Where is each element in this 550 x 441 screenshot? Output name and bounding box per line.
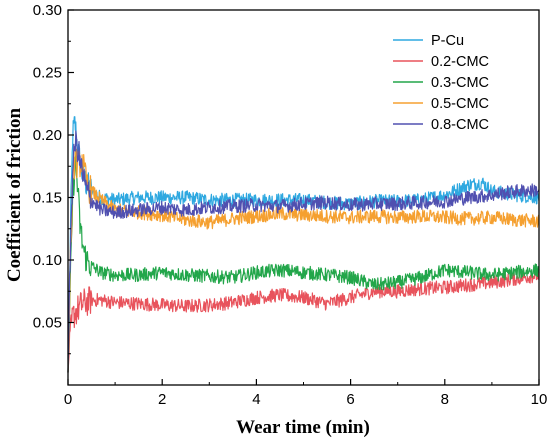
y-tick-label: 0.25 — [33, 65, 62, 82]
x-tick-label: 0 — [64, 391, 72, 408]
y-tick-label: 0.10 — [33, 252, 62, 269]
plot-area — [67, 116, 540, 373]
x-tick-label: 2 — [158, 391, 166, 408]
legend-label: P-Cu — [431, 33, 464, 49]
legend: P-Cu 0.2-CMC 0.3-CMC 0.5-CMC 0.8-CMC — [393, 33, 489, 133]
series-line-P-Cu — [67, 116, 540, 373]
legend-label: 0.8-CMC — [431, 117, 489, 133]
x-tick-label: 4 — [252, 391, 260, 408]
legend-label: 0.3-CMC — [431, 75, 489, 91]
x-tick-label: 6 — [346, 391, 354, 408]
y-axis-title: Coefficient of friction — [4, 108, 25, 283]
y-tick-label: 0.20 — [33, 127, 62, 144]
y-tick-label: 0.15 — [33, 190, 62, 207]
x-tick-label: 8 — [441, 391, 449, 408]
y-tick-label: 0.30 — [33, 2, 62, 19]
y-tick-label: 0.05 — [33, 315, 62, 332]
x-tick-label: 10 — [531, 391, 548, 408]
legend-label: 0.5-CMC — [431, 96, 489, 112]
axes: 0 2 4 6 8 10 0.05 0.10 0.15 0.20 0.25 0.30 — [33, 2, 548, 408]
series-line-0.2-CMC — [67, 268, 540, 373]
series-line-0.8-CMC — [67, 130, 540, 373]
series-line-0.3-CMC — [67, 151, 540, 373]
x-axis-title: Wear time (min) — [236, 417, 370, 438]
series-line-0.5-CMC — [67, 148, 540, 373]
legend-label: 0.2-CMC — [431, 54, 489, 70]
